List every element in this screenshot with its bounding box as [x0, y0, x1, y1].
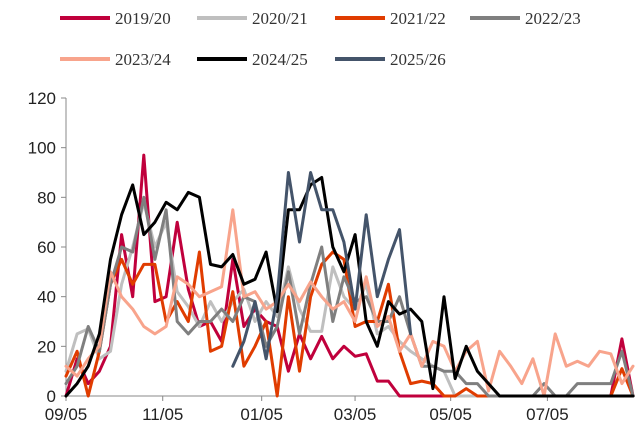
legend-label: 2024/25: [252, 50, 308, 69]
series-lines: [64, 153, 635, 398]
legend: 2019/20 2020/21 2021/22 2022/23 2023/24 2024/…: [60, 9, 581, 69]
legend-item: 2025/26: [335, 50, 446, 69]
legend-label: 2019/20: [115, 9, 171, 28]
x-tick-label: 09/05: [45, 405, 88, 424]
legend-item: 2022/23: [470, 9, 581, 28]
legend-item: 2023/24: [60, 50, 171, 69]
series-line: [64, 208, 635, 398]
legend-item: 2020/21: [197, 9, 308, 28]
legend-item: 2021/22: [335, 9, 446, 28]
x-tick-label: 05/05: [429, 405, 472, 424]
x-tick-label: 11/05: [142, 405, 183, 424]
axes: 0 20 40 60 80 100 120 09/05 11/05 01/05 03/05 05/05…: [28, 89, 635, 424]
legend-label: 2021/22: [390, 9, 446, 28]
series-line: [231, 171, 413, 368]
x-tick-label: 07/05: [526, 405, 569, 424]
y-tick-label: 100: [28, 139, 56, 158]
y-tick-label: 80: [37, 188, 56, 207]
legend-item: 2019/20: [60, 9, 171, 28]
x-tick-label: 03/05: [334, 405, 377, 424]
legend-label: 2022/23: [525, 9, 581, 28]
legend-label: 2020/21: [252, 9, 308, 28]
legend-label: 2025/26: [390, 50, 446, 69]
y-tick-label: 0: [47, 387, 56, 406]
y-tick-label: 60: [37, 238, 56, 257]
series-line: [64, 176, 635, 398]
legend-label: 2023/24: [115, 50, 171, 69]
legend-item: 2024/25: [197, 50, 308, 69]
x-tick-label: 01/05: [240, 405, 283, 424]
y-tick-label: 40: [37, 288, 56, 307]
series-line: [64, 195, 635, 398]
y-tick-label: 120: [28, 89, 56, 108]
y-tick-label: 20: [37, 337, 56, 356]
